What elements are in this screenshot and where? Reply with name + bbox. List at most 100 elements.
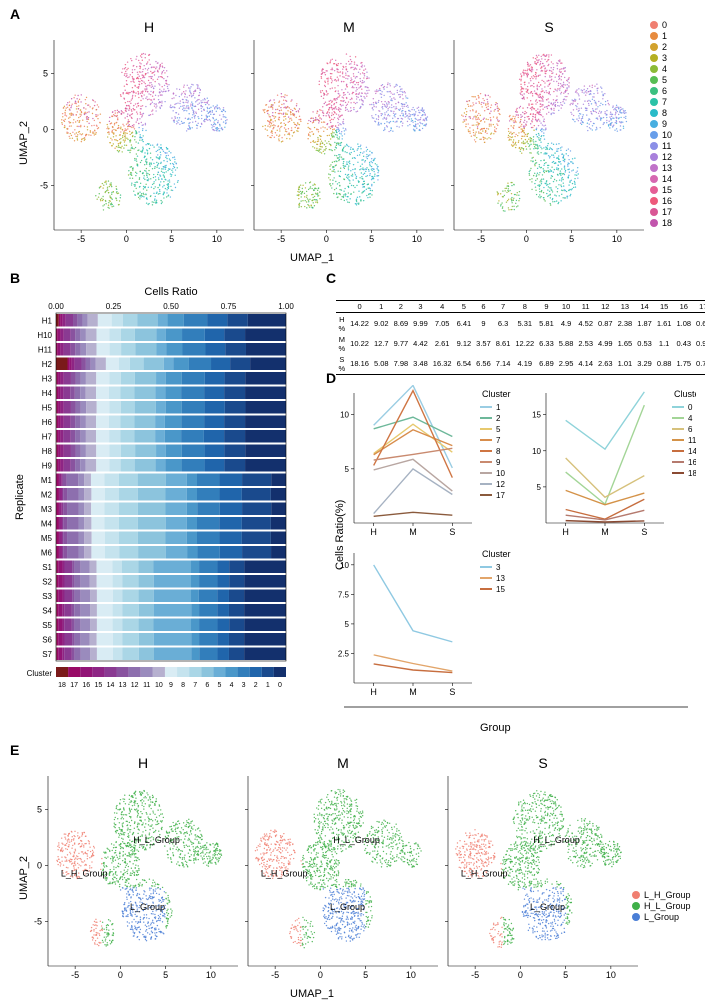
bar-segment (271, 488, 286, 501)
legend-item-label: 4 (688, 414, 693, 423)
svg-text:9: 9 (169, 682, 173, 689)
bar-segment (121, 445, 135, 458)
bar-segment (173, 358, 189, 371)
bar-segment (225, 401, 246, 414)
bar-segment (75, 430, 80, 443)
bar-segment (199, 604, 217, 617)
series-line (374, 565, 453, 642)
bar-segment (197, 488, 220, 501)
legend-item-label: 16 (688, 458, 696, 467)
bar-segment (59, 488, 60, 501)
bar-segment (58, 575, 62, 588)
bar-segment (112, 561, 122, 574)
table-cell: 6.89 (537, 354, 557, 375)
replicate-label: M2 (41, 491, 53, 500)
table-cell: 0.99 (694, 334, 705, 354)
facet-title: H (138, 756, 148, 771)
bar-segment (62, 503, 63, 516)
table-cell: 4.14 (576, 354, 596, 375)
legend-item-cluster: 4 (650, 64, 672, 74)
bar-segment (122, 590, 138, 603)
facet-title: S (544, 20, 553, 35)
legend-item-cluster: 10 (650, 130, 672, 140)
bar-segment (224, 459, 245, 472)
bar-segment (58, 445, 61, 458)
bar-segment (84, 546, 91, 559)
bar-segment (60, 314, 62, 327)
bar-segment (138, 474, 166, 487)
legend-item-label: 2 (496, 414, 501, 423)
legend-clusters: 0123456789101112131415161718 (650, 20, 672, 229)
legend-item-cluster: 2 (650, 42, 672, 52)
replicate-label: H2 (42, 360, 53, 369)
bar-segment (59, 546, 62, 559)
bar-segment (97, 575, 113, 588)
series-line (374, 391, 453, 478)
bar-segment (139, 575, 154, 588)
bar-segment (158, 314, 168, 327)
svg-text:0.00: 0.00 (48, 302, 64, 311)
bar-segment (244, 561, 286, 574)
bar-segment (86, 387, 96, 400)
bar-segment (245, 416, 286, 429)
bar-segment (78, 474, 84, 487)
table-cell: 9.99 (411, 314, 431, 334)
bar-segment (90, 604, 97, 617)
bar-segment (250, 358, 286, 371)
table-cell: 6.41 (454, 314, 474, 334)
bar-segment (79, 503, 85, 516)
table-cell: 8.69 (391, 314, 411, 334)
bar-segment (79, 517, 85, 530)
svg-text:-5: -5 (277, 234, 285, 244)
bar-segment (58, 633, 62, 646)
bar-segment (191, 604, 199, 617)
bar-segment (63, 314, 66, 327)
bar-segment (245, 459, 286, 472)
bar-segment (154, 561, 191, 574)
table-cell: 1.01 (615, 354, 635, 375)
bar-segment (74, 604, 80, 617)
bar-segment (204, 430, 224, 443)
bar-segment (191, 648, 199, 661)
bar-segment (96, 445, 109, 458)
bar-segment (64, 343, 71, 356)
bar-segment (59, 488, 62, 501)
table-cell: 1.65 (615, 334, 635, 354)
bar-segment (60, 430, 63, 443)
legend-item-label: 13 (496, 574, 505, 583)
svg-text:0: 0 (124, 234, 129, 244)
group-overlay-label: L_Group (330, 902, 365, 912)
table-header: 0 (348, 301, 372, 313)
replicate-label: S3 (42, 592, 52, 601)
bar-segment (242, 532, 271, 545)
bar-segment (61, 416, 64, 429)
table-header: 1 (371, 301, 391, 313)
table-cell: 5.31 (513, 314, 537, 334)
legend-item-cluster: 8 (650, 108, 672, 118)
svg-text:8: 8 (181, 682, 185, 689)
bar-segment (205, 459, 225, 472)
table-header: 8 (513, 301, 537, 313)
group-overlay-label: L_H_Group (261, 869, 308, 879)
table-cell: 7.14 (493, 354, 513, 375)
bar-segment (187, 488, 197, 501)
bar-segment (120, 430, 134, 443)
svg-text:0: 0 (324, 234, 329, 244)
bar-segment (64, 459, 71, 472)
bar-segment (72, 575, 74, 588)
bar-segment (191, 590, 199, 603)
bar-segment (134, 430, 155, 443)
bar-segment (166, 372, 182, 385)
bar-segment (80, 633, 89, 646)
bar-segment (120, 416, 134, 429)
replicate-label: S1 (42, 563, 52, 572)
legend-item-label: 8 (496, 447, 501, 456)
bar-segment (64, 648, 72, 661)
bar-segment (105, 546, 119, 559)
table-cell: 1.61 (654, 314, 674, 334)
svg-text:3: 3 (242, 682, 246, 689)
bar-segment (59, 532, 62, 545)
bar-segment (90, 648, 97, 661)
bar-segment (245, 445, 286, 458)
panel-e: H-50510-505H_L_GroupL_H_GroupL_GroupM-50… (24, 756, 644, 986)
